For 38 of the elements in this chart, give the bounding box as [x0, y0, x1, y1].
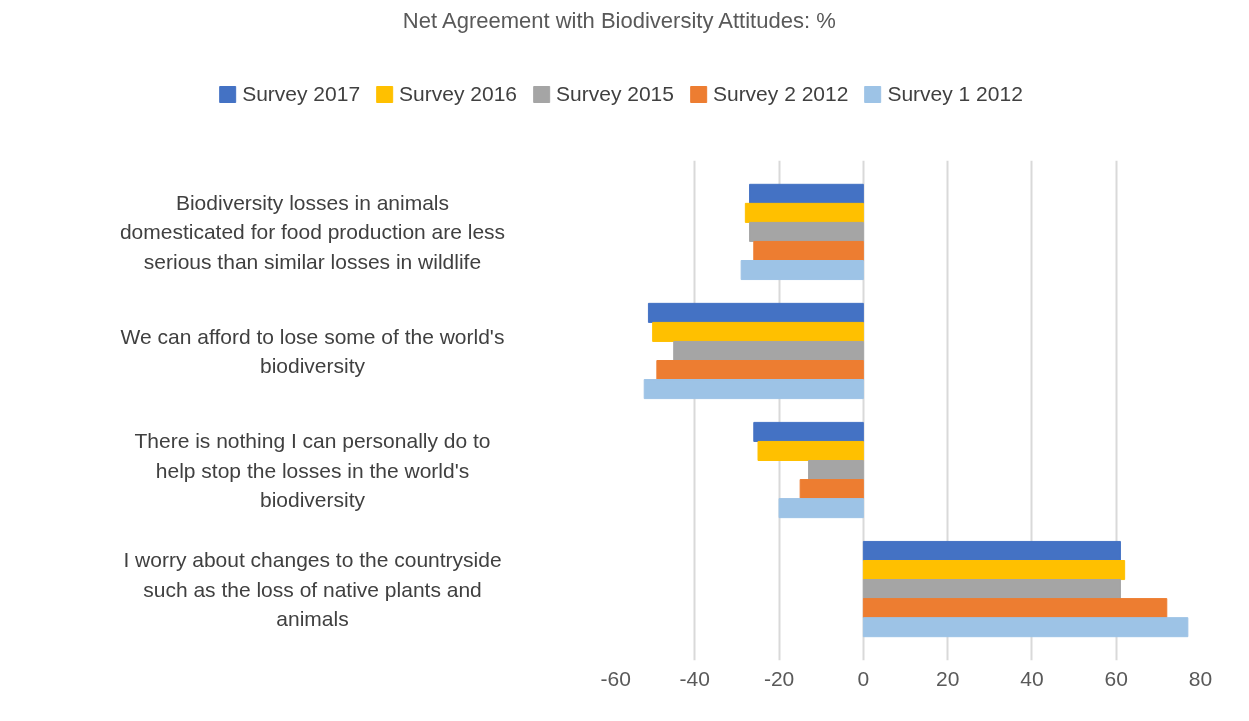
bar — [862, 560, 1126, 581]
bar — [799, 479, 864, 500]
bar — [652, 321, 864, 342]
chart-title: Net Agreement with Biodiversity Attitudes: % — [402, 7, 836, 33]
legend-label: Survey 1 2012 — [887, 81, 1023, 106]
x-tick-label: 0 — [857, 666, 870, 690]
bar — [753, 421, 864, 442]
bar — [862, 598, 1168, 619]
y-tick-label: There is nothing I can personally do to help stop the losses in the world's biodiversity — [134, 428, 491, 512]
bar — [808, 460, 864, 481]
x-tick-label: -60 — [600, 666, 631, 690]
x-tick-label: -40 — [679, 666, 710, 690]
bar — [656, 360, 864, 381]
y-tick-label: We can afford to lose some of the world's biodiversity — [120, 324, 505, 378]
bar — [673, 340, 864, 361]
bar — [744, 202, 864, 223]
x-tick-label: -20 — [763, 666, 795, 690]
x-tick-label: 20 — [935, 666, 960, 690]
bar — [757, 440, 864, 461]
bar — [643, 379, 864, 400]
bar — [862, 540, 1121, 561]
legend-label: Survey 2016 — [399, 81, 518, 106]
legend-label: Survey 2 2012 — [712, 81, 849, 106]
bar — [862, 579, 1121, 600]
y-tick-label: I worry about changes to the countryside such as the loss of native plants and animals — [123, 547, 502, 631]
legend-label: Survey 2015 — [556, 81, 674, 106]
bar — [778, 498, 864, 519]
x-tick-label: 60 — [1104, 666, 1128, 690]
bar — [749, 221, 864, 242]
legend-label: Survey 2017 — [242, 81, 361, 106]
bar — [740, 260, 864, 281]
bar — [753, 240, 864, 261]
bar — [862, 617, 1189, 638]
x-tick-label: 80 — [1188, 666, 1213, 690]
bar — [749, 183, 864, 204]
bar — [647, 302, 864, 323]
x-tick-label: 40 — [1020, 666, 1044, 690]
y-tick-label: Biodiversity losses in animals domesticated for food production are less serious than similar losses in wildlife — [119, 190, 506, 274]
